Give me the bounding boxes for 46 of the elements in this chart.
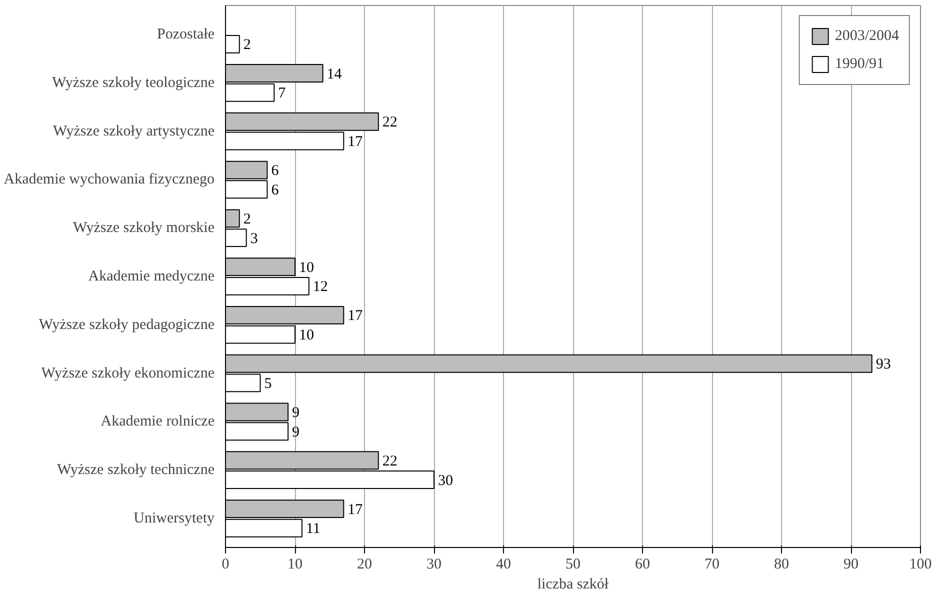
x-axis-title: liczba szkół bbox=[537, 576, 610, 592]
y-tick-label: Wyższe szkoły morskie bbox=[72, 220, 215, 236]
x-tick-label: 20 bbox=[357, 556, 372, 572]
y-tick-label: Pozostałe bbox=[157, 26, 215, 43]
x-tick-label: 0 bbox=[222, 556, 230, 572]
x-tick-label: 10 bbox=[288, 556, 302, 572]
data-label: 3 bbox=[250, 230, 258, 247]
y-tick-label: Akademie medyczne bbox=[88, 268, 215, 284]
data-label: 7 bbox=[278, 86, 286, 102]
y-tick-label: Wyższe szkoły pedagogiczne bbox=[38, 316, 215, 333]
data-label: 17 bbox=[348, 502, 364, 518]
y-tick-label: Wyższe szkoły artystyczne bbox=[52, 123, 215, 140]
x-tick-label: 60 bbox=[635, 556, 650, 572]
y-tick-label: Wyższe szkoły techniczne bbox=[57, 462, 215, 478]
data-label: 17 bbox=[348, 134, 364, 150]
data-label: 2 bbox=[243, 37, 251, 54]
y-tick-label: Wyższe szkoły ekonomiczne bbox=[41, 365, 215, 382]
x-tick-label: 70 bbox=[704, 556, 720, 572]
data-label: 9 bbox=[292, 424, 300, 440]
data-label: 17 bbox=[348, 308, 364, 324]
y-tick-label: Wyższe szkoły teologiczne bbox=[52, 74, 215, 91]
data-label: 14 bbox=[326, 66, 342, 82]
data-label: 22 bbox=[382, 114, 398, 131]
data-label: 6 bbox=[271, 163, 280, 180]
x-tick-label: 80 bbox=[774, 556, 789, 572]
data-label: 10 bbox=[299, 260, 314, 276]
y-tick-label: Uniwersytety bbox=[134, 510, 215, 526]
y-tick-label: Akademie rolnicze bbox=[100, 414, 215, 430]
legend-label: 1990/91 bbox=[834, 56, 884, 72]
data-label: 9 bbox=[292, 405, 300, 421]
data-label: 30 bbox=[438, 472, 453, 489]
x-tick-label: 40 bbox=[496, 556, 511, 572]
data-label: 12 bbox=[312, 279, 328, 296]
data-label: 6 bbox=[271, 182, 280, 198]
data-label: 22 bbox=[382, 453, 398, 470]
data-label: 11 bbox=[306, 521, 320, 538]
data-label: 5 bbox=[264, 376, 272, 392]
x-tick-label: 90 bbox=[844, 556, 858, 572]
x-tick-label: 50 bbox=[566, 556, 580, 572]
data-label: 93 bbox=[876, 356, 891, 373]
x-tick-label: 100 bbox=[909, 556, 932, 572]
x-tick-label: 30 bbox=[426, 556, 442, 572]
legend-label: 2003/2004 bbox=[834, 28, 899, 44]
data-label: 2 bbox=[243, 211, 251, 228]
data-label: 10 bbox=[299, 328, 314, 344]
y-tick-label: Akademie wychowania fizycznego bbox=[4, 172, 215, 188]
